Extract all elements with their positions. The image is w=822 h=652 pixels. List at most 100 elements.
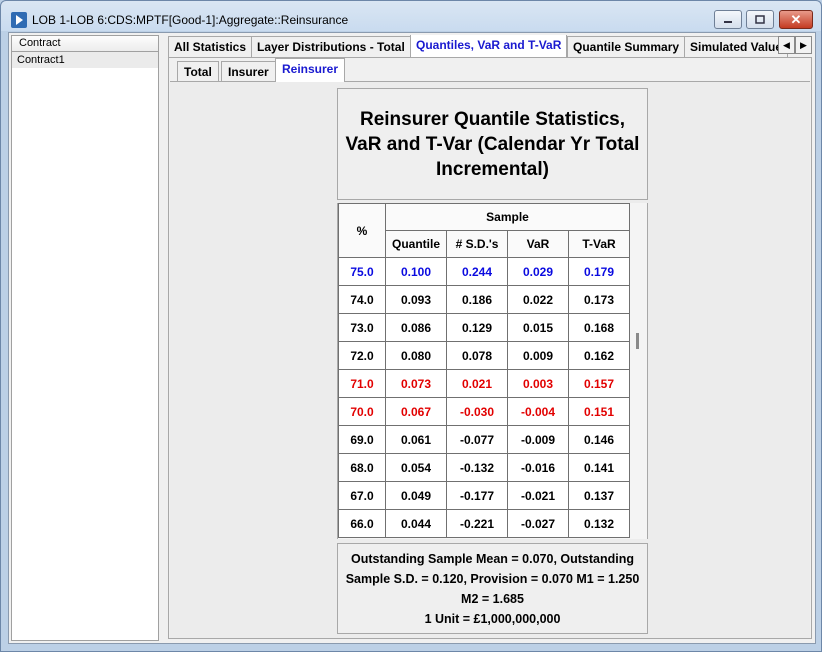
var-cell: 0.029 bbox=[507, 257, 569, 286]
contract-tree[interactable]: Contract Contract1 bbox=[11, 35, 159, 641]
sds-cell: -0.030 bbox=[446, 397, 508, 426]
var-cell: -0.027 bbox=[507, 509, 569, 538]
table-row: 68.0 0.054 -0.132 -0.016 0.141 bbox=[338, 453, 630, 482]
var-cell: -0.021 bbox=[507, 481, 569, 510]
subtab-strip: Total Insurer Reinsurer bbox=[169, 58, 809, 82]
tvar-cell: 0.132 bbox=[568, 509, 630, 538]
title-bar[interactable]: LOB 1-LOB 6:CDS:MPTF[Good-1]:Aggregate::… bbox=[1, 1, 821, 33]
quantile-cell: 0.054 bbox=[385, 453, 447, 482]
table-row: 74.0 0.093 0.186 0.022 0.173 bbox=[338, 285, 630, 314]
sds-cell: 0.129 bbox=[446, 313, 508, 342]
table-row: 73.0 0.086 0.129 0.015 0.168 bbox=[338, 313, 630, 342]
table-row: 66.0 0.044 -0.221 -0.027 0.132 bbox=[338, 509, 630, 538]
maximize-icon bbox=[755, 14, 765, 24]
tab-simulated-values[interactable]: Simulated Values bbox=[684, 36, 788, 57]
subtab-insurer[interactable]: Insurer bbox=[221, 61, 276, 82]
tvar-cell: 0.179 bbox=[568, 257, 630, 286]
sds-cell: -0.077 bbox=[446, 425, 508, 454]
percent-cell: 67.0 bbox=[338, 481, 386, 510]
quantile-cell: 0.067 bbox=[385, 397, 447, 426]
table-row: 72.0 0.080 0.078 0.009 0.162 bbox=[338, 341, 630, 370]
tab-all-statistics[interactable]: All Statistics bbox=[168, 36, 253, 57]
footer-line: Sample S.D. = 0.120, Provision = 0.070 M… bbox=[345, 572, 640, 586]
sds-cell: -0.177 bbox=[446, 481, 508, 510]
percent-cell: 72.0 bbox=[338, 341, 386, 370]
footer-line: Outstanding Sample Mean = 0.070, Outstan… bbox=[350, 552, 635, 566]
quantile-cell: 0.073 bbox=[385, 369, 447, 398]
report-content: Reinsurer Quantile Statistics, VaR and T… bbox=[170, 81, 810, 638]
table-row: 71.0 0.073 0.021 0.003 0.157 bbox=[338, 369, 630, 398]
quantile-cell: 0.049 bbox=[385, 481, 447, 510]
footer-line: M2 = 1.685 bbox=[461, 592, 524, 606]
tvar-cell: 0.162 bbox=[568, 341, 630, 370]
percent-cell: 68.0 bbox=[338, 453, 386, 482]
close-icon: ✕ bbox=[790, 12, 802, 27]
quantile-cell: 0.061 bbox=[385, 425, 447, 454]
quantile-grid[interactable]: % Sample Quantile # S.D.'s VaR T-VaR bbox=[337, 203, 648, 539]
var-cell: 0.009 bbox=[507, 341, 569, 370]
sds-header: # S.D.'s bbox=[446, 230, 508, 258]
tab-scroll-left-icon[interactable]: ◀ bbox=[778, 36, 795, 54]
sds-cell: -0.132 bbox=[446, 453, 508, 482]
report-title: Reinsurer Quantile Statistics, VaR and T… bbox=[337, 88, 648, 200]
sds-cell: 0.244 bbox=[446, 257, 508, 286]
subtab-total[interactable]: Total bbox=[177, 61, 219, 82]
tree-header[interactable]: Contract bbox=[12, 36, 158, 52]
percent-cell: 69.0 bbox=[338, 425, 386, 454]
tvar-cell: 0.173 bbox=[568, 285, 630, 314]
tvar-cell: 0.141 bbox=[568, 453, 630, 482]
minimize-icon bbox=[724, 20, 732, 23]
var-cell: -0.009 bbox=[507, 425, 569, 454]
tvar-cell: 0.168 bbox=[568, 313, 630, 342]
tab-quantile-summary[interactable]: Quantile Summary bbox=[567, 36, 686, 57]
sds-cell: -0.221 bbox=[446, 509, 508, 538]
sds-cell: 0.186 bbox=[446, 285, 508, 314]
percent-header: % bbox=[338, 203, 386, 258]
grid-scrollbar[interactable] bbox=[636, 333, 639, 349]
subtab-reinsurer[interactable]: Reinsurer bbox=[275, 58, 346, 82]
minimize-button[interactable] bbox=[714, 10, 742, 29]
table-row: 67.0 0.049 -0.177 -0.021 0.137 bbox=[338, 481, 630, 510]
quantile-table: % Sample Quantile # S.D.'s VaR T-VaR bbox=[338, 203, 630, 538]
close-button[interactable]: ✕ bbox=[779, 10, 813, 29]
tvar-cell: 0.146 bbox=[568, 425, 630, 454]
var-cell: 0.022 bbox=[507, 285, 569, 314]
sds-cell: 0.021 bbox=[446, 369, 508, 398]
var-cell: -0.016 bbox=[507, 453, 569, 482]
quantile-cell: 0.044 bbox=[385, 509, 447, 538]
window-title: LOB 1-LOB 6:CDS:MPTF[Good-1]:Aggregate::… bbox=[32, 13, 349, 27]
report-footer: Outstanding Sample Mean = 0.070, Outstan… bbox=[337, 543, 648, 634]
tvar-header: T-VaR bbox=[568, 230, 630, 258]
tvar-cell: 0.151 bbox=[568, 397, 630, 426]
tab-layer-distributions[interactable]: Layer Distributions - Total bbox=[251, 36, 411, 57]
quantile-header: Quantile bbox=[385, 230, 447, 258]
tab-scroll-right-icon[interactable]: ▶ bbox=[795, 36, 812, 54]
percent-cell: 73.0 bbox=[338, 313, 386, 342]
tab-panel: Total Insurer Reinsurer Reinsurer Quanti… bbox=[168, 57, 812, 639]
main-panel: All Statistics Layer Distributions - Tot… bbox=[164, 35, 814, 641]
quantile-cell: 0.093 bbox=[385, 285, 447, 314]
var-header: VaR bbox=[507, 230, 569, 258]
tab-quantiles-var-tvar[interactable]: Quantiles, VaR and T-VaR bbox=[410, 35, 568, 57]
tab-scroll-buttons: ◀ ▶ bbox=[778, 36, 812, 54]
table-row: 69.0 0.061 -0.077 -0.009 0.146 bbox=[338, 425, 630, 454]
percent-cell: 75.0 bbox=[338, 257, 386, 286]
quantile-cell: 0.080 bbox=[385, 341, 447, 370]
var-cell: -0.004 bbox=[507, 397, 569, 426]
percent-cell: 74.0 bbox=[338, 285, 386, 314]
quantile-cell: 0.100 bbox=[385, 257, 447, 286]
tvar-cell: 0.137 bbox=[568, 481, 630, 510]
tree-item-contract1[interactable]: Contract1 bbox=[12, 52, 158, 68]
percent-cell: 66.0 bbox=[338, 509, 386, 538]
app-icon bbox=[11, 12, 27, 28]
var-cell: 0.015 bbox=[507, 313, 569, 342]
table-row: 70.0 0.067 -0.030 -0.004 0.151 bbox=[338, 397, 630, 426]
tvar-cell: 0.157 bbox=[568, 369, 630, 398]
sds-cell: 0.078 bbox=[446, 341, 508, 370]
client-area: Contract Contract1 All Statistics Layer … bbox=[8, 32, 816, 644]
percent-cell: 70.0 bbox=[338, 397, 386, 426]
table-row: 75.0 0.100 0.244 0.029 0.179 bbox=[338, 257, 630, 286]
maximize-button[interactable] bbox=[746, 10, 774, 29]
tab-strip: All Statistics Layer Distributions - Tot… bbox=[164, 35, 814, 57]
